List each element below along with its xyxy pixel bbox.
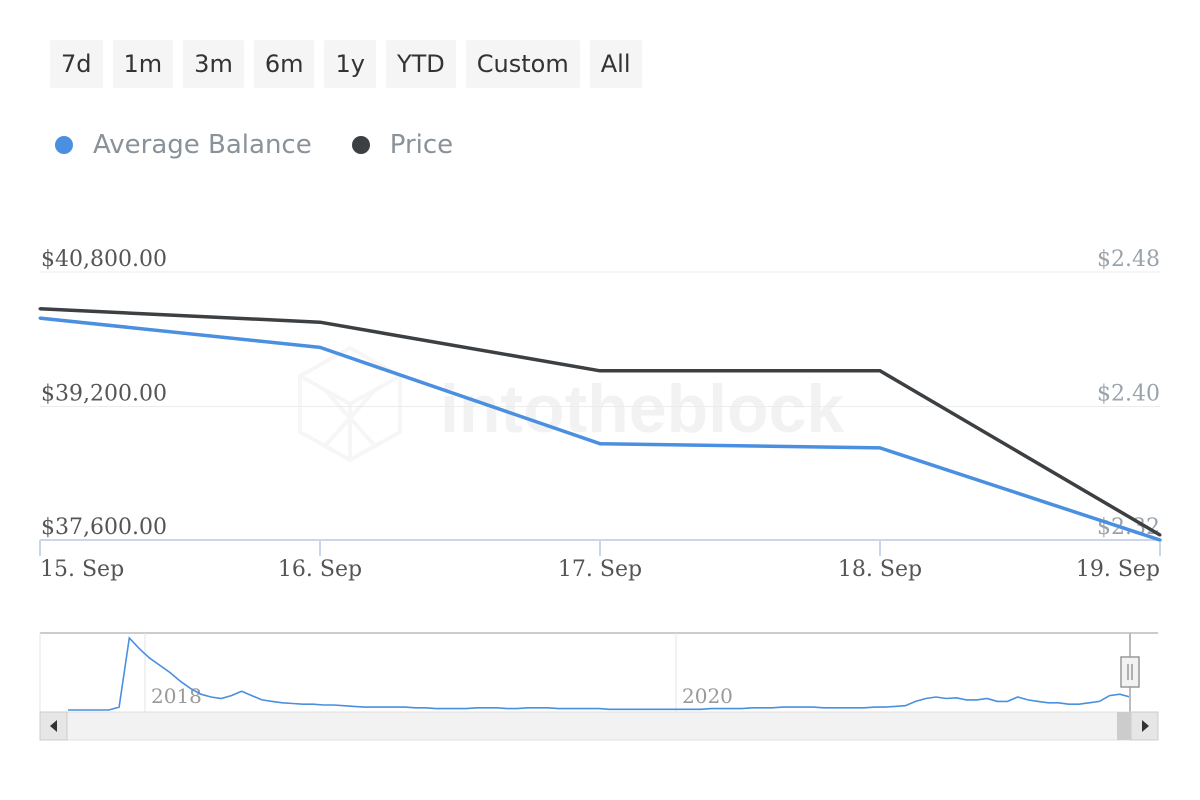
legend-label: Average Balance: [93, 130, 312, 160]
data-point: [598, 442, 602, 446]
x-tick-label: 17. Sep: [558, 557, 642, 582]
legend: Average Balance Price: [55, 130, 453, 160]
y-left-tick-label: $40,800.00: [41, 247, 167, 272]
data-point: [878, 446, 882, 450]
x-tick-label: 18. Sep: [838, 557, 922, 582]
range-button-1y[interactable]: 1y: [324, 40, 376, 88]
x-tick-label: 16. Sep: [278, 557, 362, 582]
legend-dot-icon: [351, 136, 370, 154]
arrow-left-icon: [50, 720, 57, 732]
watermark: intotheblock: [298, 345, 844, 463]
range-selector: 7d 1m 3m 6m 1y YTD Custom All: [50, 40, 642, 88]
y-left-tick-label: $37,600.00: [41, 515, 167, 540]
y-left-tick-label: $39,200.00: [41, 382, 167, 407]
navigator-series-line: [68, 636, 1131, 711]
navigator-handle[interactable]: [1120, 656, 1140, 688]
data-point: [318, 345, 322, 349]
range-button-ytd[interactable]: YTD: [385, 40, 456, 88]
data-point: [878, 369, 882, 373]
range-button-custom[interactable]: Custom: [465, 40, 580, 88]
range-button-6m[interactable]: 6m: [253, 40, 315, 88]
navigator[interactable]: 2018 2020: [39, 632, 1159, 741]
data-point: [1158, 538, 1162, 542]
range-button-3m[interactable]: 3m: [183, 40, 244, 88]
range-button-7d[interactable]: 7d: [50, 40, 103, 88]
x-tick-label: 15. Sep: [40, 557, 124, 582]
legend-item-average-balance[interactable]: Average Balance: [55, 130, 312, 160]
data-point: [1158, 533, 1162, 537]
scroll-left-button[interactable]: [39, 711, 68, 741]
scroll-right-button[interactable]: [1130, 711, 1159, 741]
watermark-text: intotheblock: [440, 371, 844, 447]
scrollbar-thumb[interactable]: [1117, 712, 1131, 740]
scrollbar-track[interactable]: [39, 711, 1159, 741]
legend-label: Price: [389, 130, 454, 160]
grid: [40, 271, 1160, 407]
data-point: [598, 369, 602, 373]
y-right-tick-label: $2.40: [1097, 382, 1160, 407]
data-point: [318, 320, 322, 324]
range-button-all[interactable]: All: [589, 40, 642, 88]
y-right-tick-label: $2.48: [1097, 247, 1160, 272]
data-point: [38, 307, 42, 311]
legend-item-price[interactable]: Price: [351, 130, 454, 160]
axes: 15. Sep 16. Sep 17. Sep 18. Sep 19. Sep $40,8…: [39, 247, 1162, 582]
navigator-year-label: 2020: [682, 684, 733, 708]
navigator-year-label: 2018: [151, 684, 202, 708]
x-tick-label: 19. Sep: [1076, 557, 1160, 582]
range-button-1m[interactable]: 1m: [112, 40, 174, 88]
data-point: [38, 316, 42, 320]
legend-dot-icon: [55, 136, 73, 154]
arrow-right-icon: [1142, 720, 1149, 732]
series-lines: [38, 307, 1162, 542]
